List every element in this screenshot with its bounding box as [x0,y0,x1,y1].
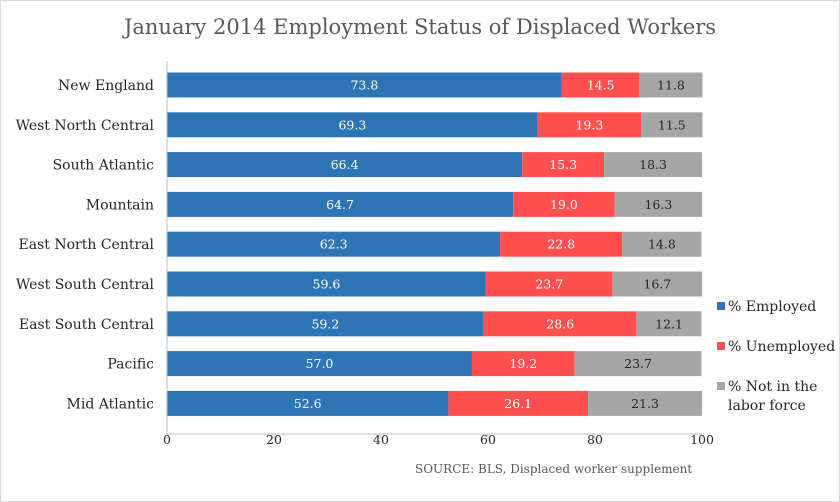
bar-segment [167,390,449,416]
x-tick-label: 80 [587,432,603,447]
bar-segment [167,191,514,217]
category-label: East North Central [19,237,155,253]
data-label: 64.7 [326,197,354,212]
data-label: 23.7 [624,356,652,371]
data-label: 15.3 [549,157,577,172]
category-label: Pacific [107,357,154,373]
data-label: 14.8 [648,237,676,252]
legend-label: % Not in the [728,379,817,395]
bar-segment [574,351,702,377]
category-label: Mountain [86,197,154,213]
bar-segment [588,390,702,416]
bar-segment [483,311,637,337]
bar-segment [561,72,640,98]
data-label: 26.1 [504,396,532,411]
data-label: 52.6 [294,396,322,411]
bar-segment [537,112,642,138]
data-label: 59.6 [313,277,341,292]
bar-segment [639,72,703,98]
data-label: 66.4 [331,157,359,172]
data-label: 28.6 [546,316,574,331]
x-tick-label: 40 [373,432,389,447]
legend-label: labor force [728,398,806,414]
bar-segment [167,271,486,297]
bar-segment [604,152,702,178]
data-label: 21.3 [631,396,659,411]
bar-segment [167,231,501,257]
chart-source: SOURCE: BLS, Displaced worker supplement [415,462,693,476]
category-label: South Atlantic [53,158,155,174]
data-label: 18.3 [639,157,667,172]
legend-label: % Employed [728,299,816,315]
data-label: 59.2 [311,316,339,331]
data-label: 16.7 [643,277,671,292]
data-label: 62.3 [320,237,348,252]
data-label: 19.0 [550,197,578,212]
legend-swatch [717,342,725,350]
bar-segment [167,351,472,377]
bar-segment [500,231,623,257]
bar-segment [471,351,575,377]
data-label: 69.3 [338,117,366,132]
data-label: 22.8 [547,237,575,252]
bar-segment [641,112,703,138]
x-tick-label: 0 [163,432,171,447]
category-label: West North Central [16,118,155,134]
legend-swatch [717,382,725,390]
data-label: 11.8 [657,78,685,93]
bar-segment [614,191,702,217]
x-tick-label: 60 [480,432,496,447]
data-label: 14.5 [587,78,615,93]
data-label: 19.3 [575,117,603,132]
bar-segment [522,152,605,178]
bar-segment [485,271,613,297]
legend-swatch [717,302,725,310]
x-tick-label: 100 [690,432,714,447]
x-tick-label: 20 [266,432,282,447]
bar-segment [448,390,589,416]
bar-segment [636,311,702,337]
bar-segment [612,271,702,297]
data-label: 23.7 [535,277,563,292]
bar-segment [167,152,523,178]
chart-title: January 2014 Employment Status of Displa… [123,15,717,39]
data-label: 11.5 [658,117,686,132]
data-label: 12.1 [655,316,683,331]
legend-label: % Unemployed [728,339,835,355]
bar-segment [167,72,562,98]
category-label: West South Central [16,277,155,293]
bar-segment [513,191,615,217]
category-label: East South Central [19,317,155,333]
data-label: 19.2 [509,356,537,371]
data-label: 57.0 [306,356,334,371]
bar-segment [167,311,484,337]
bar-segment [167,112,538,138]
data-label: 73.8 [350,78,378,93]
category-label: New England [58,78,154,94]
data-label: 16.3 [644,197,672,212]
category-label: Mid Atlantic [67,396,155,412]
bar-segment [622,231,702,257]
